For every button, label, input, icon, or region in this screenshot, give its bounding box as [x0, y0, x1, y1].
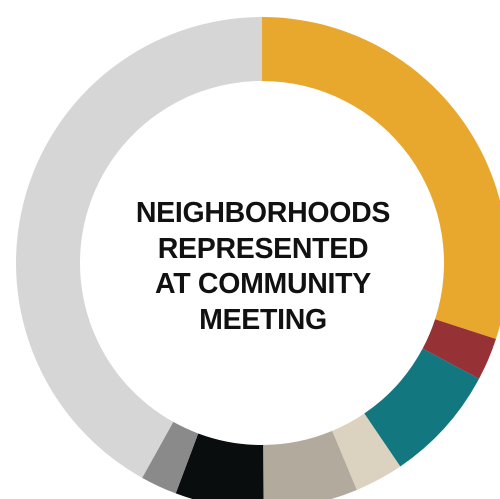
chart-title-line-3: AT COMMUNITY [155, 268, 371, 300]
donut-slice-4 [332, 413, 401, 490]
donut-slice-2 [422, 319, 496, 379]
donut-slice-6 [175, 433, 264, 499]
chart-title-line-1: NEIGHBORHOODS [135, 197, 391, 229]
chart-title: NEIGHBORHOODS REPRESENTED AT COMMUNITY M… [125, 196, 401, 338]
donut-slice-7 [142, 421, 199, 494]
donut-slice-5 [263, 430, 357, 499]
donut-slice-8 [16, 17, 263, 478]
chart-title-line-2: REPRESENTED [157, 232, 369, 265]
donut-slices [16, 17, 500, 499]
donut-slice-1 [262, 17, 500, 340]
chart-title-line-4: MEETING [199, 303, 327, 336]
donut-slice-3 [364, 348, 480, 467]
